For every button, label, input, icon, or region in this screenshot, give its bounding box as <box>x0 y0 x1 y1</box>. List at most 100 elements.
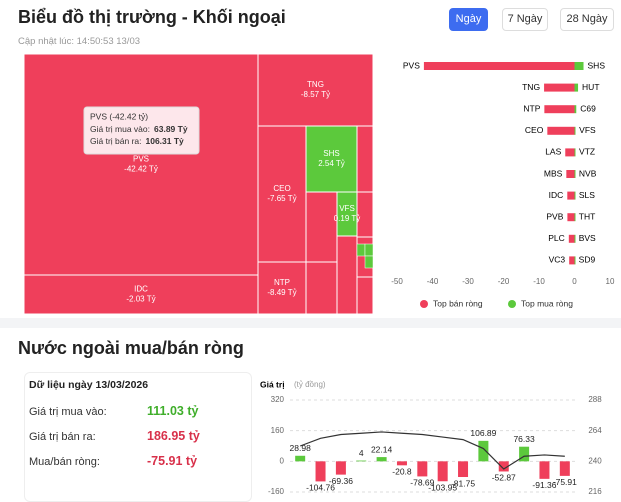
tile-value: -8.49 Tỷ <box>267 288 296 297</box>
bar-label: PLC <box>548 233 565 243</box>
summary-label: Giá trị bán ra: <box>29 431 96 443</box>
tile <box>356 125 373 193</box>
bar <box>568 234 575 243</box>
tile-label: PVS <box>133 155 149 164</box>
bar-value-label: -81.75 <box>451 478 475 488</box>
range-button[interactable]: 28 Ngày <box>560 8 614 31</box>
bar-value-label: -103.95 <box>428 483 457 493</box>
range-button[interactable]: Ngày <box>449 8 488 31</box>
bar <box>423 62 575 70</box>
legend-label: Top bán ròng <box>433 298 483 308</box>
y2-tick-label: 240 <box>588 456 602 465</box>
updated-time: Cập nhật lúc: 14:50:53 13/03 <box>18 36 141 47</box>
tile <box>364 255 373 269</box>
x-tick-label: -10 <box>533 277 545 286</box>
tooltip-label: Giá trị bán ra: <box>90 136 142 146</box>
bar <box>498 461 509 472</box>
bar <box>569 256 575 265</box>
tile-value: -8.57 Tỷ <box>301 90 330 99</box>
tile <box>356 243 366 257</box>
tooltip-line: Giá trị mua vào: 63.89 Tỷ <box>90 124 188 134</box>
bar-label: HUT <box>582 82 599 92</box>
bar <box>574 62 584 70</box>
combo-chart: Giá trị (tỷ đồng) -160 0 160 320 216 240 264 288 2… <box>260 379 602 496</box>
y-axis-unit: (tỷ đồng) <box>294 380 326 389</box>
bar-value-label: 28.98 <box>290 443 312 453</box>
bar <box>519 446 530 462</box>
treemap: PVS-42.42 Tỷ IDC-2.03 Tỷ TNG-8.57 Tỷ CEO-7.… <box>24 54 373 314</box>
tile-value: -7.65 Tỷ <box>267 194 296 203</box>
summary-panel: Dữ liệu ngày 13/03/2026 Giá trị mua vào:… <box>24 372 252 502</box>
bar <box>376 457 387 462</box>
bar-label: SLS <box>579 190 595 200</box>
bar <box>544 105 575 114</box>
range-button[interactable]: 7 Ngày <box>502 8 548 31</box>
bar <box>315 461 326 482</box>
tooltip-line: Giá trị bán ra: 106.31 Tỷ <box>90 136 184 146</box>
bar <box>566 170 575 178</box>
bar <box>567 213 575 222</box>
bar <box>574 105 577 114</box>
bar-label: C69 <box>580 103 596 113</box>
bar <box>574 256 576 265</box>
tile <box>24 54 259 276</box>
legend-label: Top mua ròng <box>521 298 573 308</box>
page-title: Biểu đồ thị trường - Khối ngoại <box>18 7 286 27</box>
bar <box>437 461 448 482</box>
bar <box>547 126 575 135</box>
line <box>299 431 565 470</box>
bar-label: SD9 <box>579 255 596 265</box>
tooltip-value: 63.89 Tỷ <box>154 124 188 134</box>
tile <box>257 54 373 127</box>
bar-value-label: -52.87 <box>492 473 516 483</box>
bar-label: BVS <box>579 233 596 243</box>
bar <box>417 461 428 477</box>
tile <box>305 191 338 263</box>
bar-label: PVS <box>403 60 420 70</box>
x-tick-label: 0 <box>572 277 577 286</box>
bar-label: TNG <box>522 82 540 92</box>
bar-value-label: -75.91 <box>553 477 577 487</box>
bar-value-label: 4 <box>359 448 364 458</box>
bar-label: LAS <box>545 147 561 157</box>
y-tick-label: -160 <box>268 487 285 496</box>
y2-tick-label: 216 <box>588 487 602 496</box>
y-tick-label: 0 <box>280 456 285 465</box>
bar-label: VTZ <box>579 147 595 157</box>
tile-value: 2.54 Tỷ <box>318 159 345 168</box>
tile-label: VFS <box>339 204 355 213</box>
bar <box>295 455 306 462</box>
bar-label: CEO <box>525 125 544 135</box>
tooltip-label: Giá trị mua vào: <box>90 124 150 134</box>
y2-tick-label: 264 <box>588 426 602 435</box>
bar-value-label: -20.8 <box>392 467 412 477</box>
x-tick-label: -50 <box>391 277 403 286</box>
bar-value-label: -78.69 <box>410 478 434 488</box>
bar <box>396 461 407 466</box>
bar-value-label: -104.76 <box>306 483 335 493</box>
bar <box>544 83 575 92</box>
bar <box>539 461 550 479</box>
x-tick-label: -30 <box>462 277 474 286</box>
bar-label: NVB <box>579 168 597 178</box>
bar <box>574 83 579 92</box>
tile-label: SHS <box>323 149 339 158</box>
tile <box>257 261 307 314</box>
tile-label: TNG <box>307 80 324 89</box>
legend-swatch <box>420 300 428 308</box>
bar-value-label: -91.36 <box>532 480 556 490</box>
bar <box>574 170 576 178</box>
summary-label: Giá trị mua vào: <box>29 406 107 418</box>
bar <box>478 440 489 462</box>
bar-label: IDC <box>549 190 564 200</box>
summary-value: 186.95 tỷ <box>147 429 200 443</box>
tooltip-title: PVS (-42.42 tỷ) <box>90 111 148 121</box>
y-tick-label: 320 <box>271 395 285 404</box>
bar-label: THT <box>579 211 596 221</box>
summary-value: 111.03 tỷ <box>147 404 199 418</box>
bar-label: MBS <box>544 168 563 178</box>
tile-value: 0.19 Tỷ <box>334 214 361 223</box>
tile-label: IDC <box>134 285 148 294</box>
summary-date: Dữ liệu ngày 13/03/2026 <box>29 379 149 391</box>
